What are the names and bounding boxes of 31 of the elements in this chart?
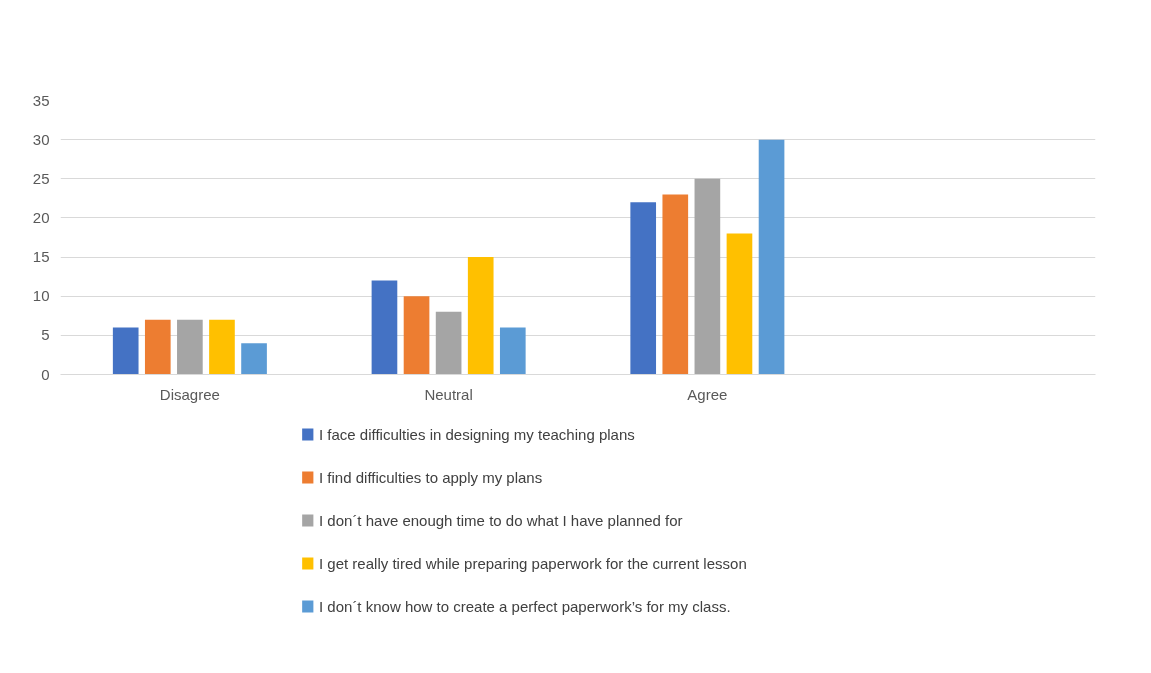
legend-label: I don´t have enough time to do what I have planned for [319, 512, 683, 529]
y-tick-label: 10 [32, 287, 50, 305]
y-tick-label: 15 [32, 248, 50, 266]
bar [694, 178, 721, 375]
bar [209, 319, 235, 375]
x-tick-label: Agree [687, 385, 728, 403]
x-tick-label: Neutral [424, 385, 473, 403]
bar [630, 202, 657, 375]
bar [435, 311, 462, 375]
legend-label: I find difficulties to apply my plans [319, 469, 543, 486]
x-tick-label: Disagree [159, 385, 220, 403]
y-tick-label: 0 [41, 365, 50, 383]
y-tick-label: 30 [32, 130, 50, 148]
y-tick-label: 20 [32, 208, 50, 226]
legend-label: I don´t know how to create a perfect paperwork’s for my class. [319, 598, 731, 615]
bar [758, 139, 785, 375]
bar [467, 257, 494, 375]
legend-label: I get really tired while preparing paperwork for the current lesson [319, 555, 747, 572]
bar [403, 296, 430, 375]
bar [144, 319, 171, 375]
bar [371, 280, 398, 375]
bar [112, 327, 139, 375]
bar [726, 233, 753, 375]
bar [499, 327, 526, 375]
y-tick-label: 5 [41, 326, 50, 344]
y-tick-label: 35 [32, 91, 50, 109]
bar [241, 343, 267, 375]
bar [177, 319, 203, 375]
bar [662, 194, 689, 375]
legend-label: I face difficulties in designing my teaching plans [319, 426, 635, 443]
y-tick-label: 25 [32, 169, 50, 187]
